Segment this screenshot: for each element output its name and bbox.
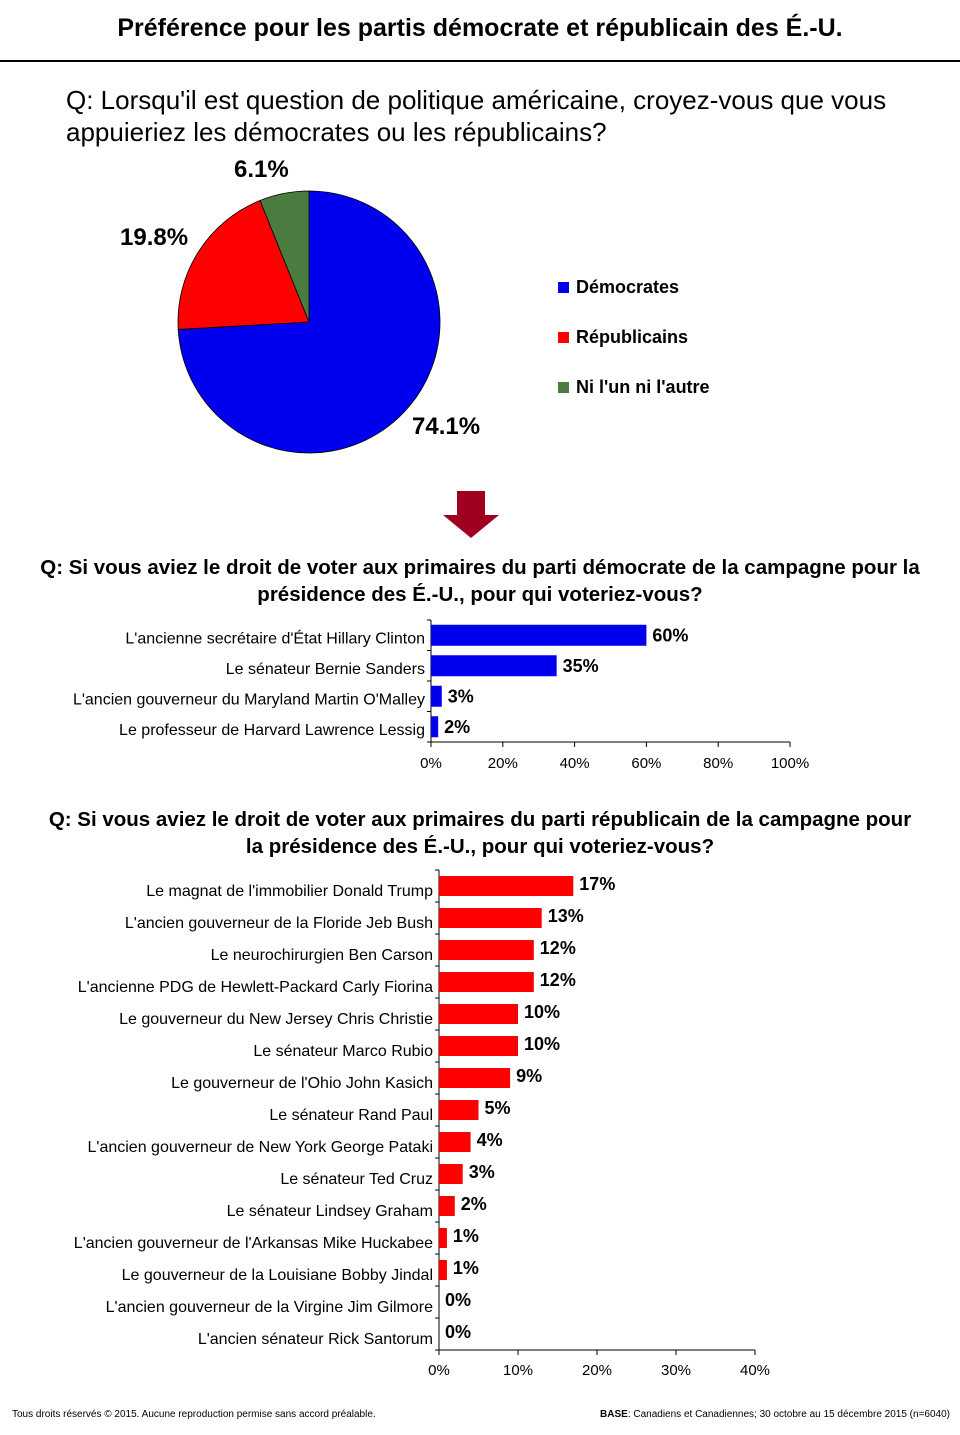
pie-label-democrates: 74.1% [412, 413, 480, 440]
value-label: 60% [652, 625, 688, 645]
value-label: 0% [445, 1322, 471, 1342]
pie-slice-republicains [177, 199, 310, 330]
bar-l-ancienne-pdg-de-hewlett-packard-carly-fiorina [439, 972, 534, 992]
democrat-question: Q: Si vous aviez le droit de voter aux p… [40, 556, 920, 606]
category-label: Le sénateur Ted Cruz [280, 1171, 433, 1188]
category-label: Le gouverneur de la Louisiane Bobby Jind… [122, 1267, 433, 1284]
bar-l-ancienne-secretaire-d-etat-hillary-clinton [431, 624, 647, 646]
category-label: Le magnat de l'immobilier Donald Trump [146, 883, 433, 900]
category-label: L'ancien sénateur Rick Santorum [198, 1331, 433, 1348]
category-label: Le sénateur Rand Paul [269, 1107, 433, 1124]
category-label: L'ancien gouverneur de la Floride Jeb Bu… [125, 915, 433, 932]
bar-le-neurochirurgien-ben-carson [439, 940, 534, 960]
value-label: 35% [563, 656, 599, 676]
value-label: 12% [540, 970, 576, 990]
value-label: 1% [453, 1258, 479, 1278]
value-label: 17% [579, 874, 615, 894]
category-label: Le gouverneur du New Jersey Chris Christ… [119, 1011, 433, 1028]
legend-swatch-ni-l-un-ni-l-autre [558, 382, 569, 393]
pie-label-ni-l-un-ni-l-autre: 6.1% [234, 156, 289, 183]
category-label: Le sénateur Marco Rubio [253, 1043, 433, 1060]
pie-chart: 74.1% 19.8% 6.1% [120, 156, 480, 454]
category-label: L'ancien gouverneur du Maryland Martin O… [73, 691, 425, 708]
bar-le-gouverneur-de-l-ohio-john-kasich [439, 1068, 511, 1088]
x-tick-label: 20% [582, 1362, 612, 1379]
x-tick-label: 0% [428, 1362, 450, 1379]
bar-le-senateur-marco-rubio [439, 1036, 518, 1056]
value-label: 4% [477, 1130, 503, 1150]
down-arrow-icon [443, 491, 499, 538]
legend-swatch-republicains [558, 332, 569, 343]
value-label: 10% [524, 1002, 560, 1022]
base-label: BASE [600, 1409, 628, 1420]
bar-le-senateur-lindsey-graham [439, 1196, 455, 1216]
value-label: 13% [548, 906, 584, 926]
republican-question: Q: Si vous aviez le droit de voter aux p… [48, 808, 912, 858]
x-tick-label: 30% [661, 1362, 691, 1379]
value-label: 5% [485, 1098, 511, 1118]
x-tick-label: 80% [703, 755, 733, 772]
democrat-bar-chart: 0% 20% 40% 60% 80% 100% L'ancienne secrétaire … [73, 619, 809, 772]
category-label: L'ancienne PDG de Hewlett-Packard Carly … [78, 979, 433, 996]
value-label: 3% [448, 686, 474, 706]
bar-le-senateur-ted-cruz [439, 1164, 463, 1184]
x-tick-label: 40% [740, 1362, 770, 1379]
x-tick-label: 100% [771, 755, 809, 772]
legend-label-republicains: Républicains [576, 327, 688, 347]
pie-label-republicains: 19.8% [120, 224, 188, 251]
value-label: 0% [445, 1290, 471, 1310]
value-label: 1% [453, 1226, 479, 1246]
page-title: Préférence pour les partis démocrate et … [117, 14, 843, 42]
x-tick-label: 10% [503, 1362, 533, 1379]
title-divider [0, 60, 960, 62]
bar-l-ancien-gouverneur-du-maryland-martin-o-malley [431, 685, 442, 707]
copyright-note: Tous droits réservés © 2015. Aucune repr… [12, 1409, 376, 1420]
value-label: 10% [524, 1034, 560, 1054]
base-text: : Canadiens et Canadiennes; 30 octobre a… [627, 1409, 950, 1420]
category-label: Le sénateur Lindsey Graham [227, 1203, 433, 1220]
x-tick-label: 20% [488, 755, 518, 772]
pie-slice-ni-l-un-ni-l-autre [259, 190, 310, 323]
x-tick-label: 0% [420, 755, 442, 772]
category-label: Le sénateur Bernie Sanders [226, 661, 425, 678]
value-label: 3% [469, 1162, 495, 1182]
legend-label-ni-l-un-ni-l-autre: Ni l'un ni l'autre [576, 377, 710, 397]
category-label: L'ancien gouverneur de New York George P… [88, 1139, 434, 1156]
legend-label-democrates: Démocrates [576, 277, 679, 297]
x-tick-label: 40% [560, 755, 590, 772]
category-label: Le gouverneur de l'Ohio John Kasich [171, 1075, 433, 1092]
bar-le-senateur-bernie-sanders [431, 655, 557, 677]
category-label: Le professeur de Harvard Lawrence Lessig [119, 722, 425, 739]
category-label: L'ancien gouverneur de la Virgine Jim Gi… [106, 1299, 433, 1316]
x-tick-label: 60% [631, 755, 661, 772]
bar-le-magnat-de-l-immobilier-donald-trump [439, 876, 574, 896]
value-label: 9% [516, 1066, 542, 1086]
category-label: Le neurochirurgien Ben Carson [211, 947, 433, 964]
bar-l-ancien-gouverneur-de-new-york-george-pataki [439, 1132, 471, 1152]
value-label: 12% [540, 938, 576, 958]
category-label: L'ancienne secrétaire d'État Hillary Cli… [125, 628, 425, 647]
value-label: 2% [461, 1194, 487, 1214]
bar-l-ancien-gouverneur-de-l-arkansas-mike-huckabee [439, 1228, 447, 1248]
pie-question: Q: Lorsqu'il est question de politique a… [66, 85, 887, 147]
value-label: 2% [444, 717, 470, 737]
bar-l-ancien-gouverneur-de-la-floride-jeb-bush [439, 908, 542, 928]
pie-legend: Démocrates Républicains Ni l'un ni l'autre [558, 277, 710, 397]
bar-le-gouverneur-de-la-louisiane-bobby-jindal [439, 1260, 447, 1280]
republican-bar-chart: 0% 10% 20% 30% 40% Le magnat de l'immobilier … [74, 869, 770, 1379]
bar-le-gouverneur-du-new-jersey-chris-christie [439, 1004, 518, 1024]
base-note: BASE: Canadiens et Canadiennes; 30 octob… [600, 1409, 950, 1420]
bar-le-professeur-de-harvard-lawrence-lessig [431, 716, 439, 738]
category-label: L'ancien gouverneur de l'Arkansas Mike H… [74, 1235, 433, 1252]
bar-le-senateur-rand-paul [439, 1100, 479, 1120]
legend-swatch-democrates [558, 282, 569, 293]
